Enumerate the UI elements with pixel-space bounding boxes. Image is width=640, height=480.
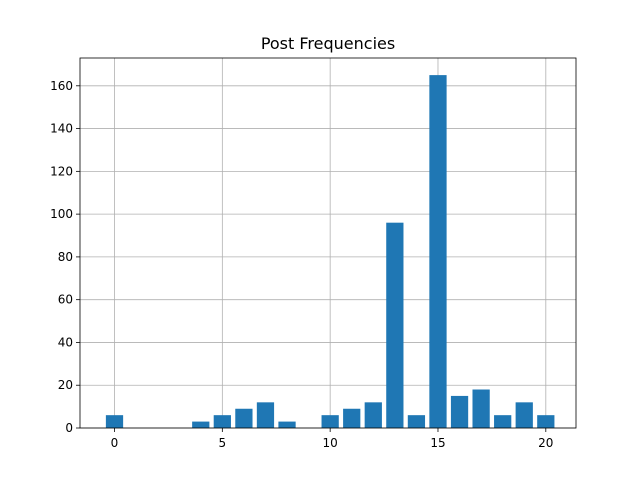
axes-layer	[79, 57, 577, 429]
bar	[386, 222, 404, 428]
plot-frame	[79, 57, 577, 429]
bar	[429, 75, 447, 428]
bar	[192, 421, 210, 428]
y-tick-label: 80	[58, 250, 73, 264]
bar	[450, 395, 469, 428]
bars-layer	[105, 75, 555, 428]
bar	[105, 415, 124, 428]
y-tick-label: 160	[50, 79, 73, 93]
x-tick-label: 20	[538, 436, 553, 450]
bar	[256, 402, 275, 428]
x-tick-label: 5	[219, 436, 227, 450]
x-tick-label: 15	[430, 436, 445, 450]
bar	[235, 408, 253, 428]
y-tick-label: 140	[50, 122, 73, 136]
bar	[343, 408, 361, 428]
ticks-layer: 0 5 10 15 20 0 20 40 60 80 100 120 140 160	[50, 79, 553, 450]
x-tick-label: 0	[111, 436, 119, 450]
y-tick-label: 60	[58, 293, 73, 307]
bar	[537, 415, 555, 428]
chart-title: Post Frequencies	[261, 34, 395, 53]
x-tick-label: 10	[323, 436, 338, 450]
bar	[515, 402, 533, 428]
grid-layer	[80, 58, 576, 429]
bar	[472, 389, 490, 428]
y-tick-label: 120	[50, 164, 73, 178]
y-tick-label: 100	[50, 207, 73, 221]
bar	[321, 415, 339, 428]
y-tick-label: 20	[58, 378, 73, 392]
bar	[364, 402, 382, 428]
bar	[213, 415, 231, 428]
bar	[278, 421, 296, 428]
bar	[407, 415, 426, 428]
y-tick-label: 0	[65, 421, 73, 435]
bar	[494, 415, 512, 428]
y-tick-label: 40	[58, 335, 73, 349]
